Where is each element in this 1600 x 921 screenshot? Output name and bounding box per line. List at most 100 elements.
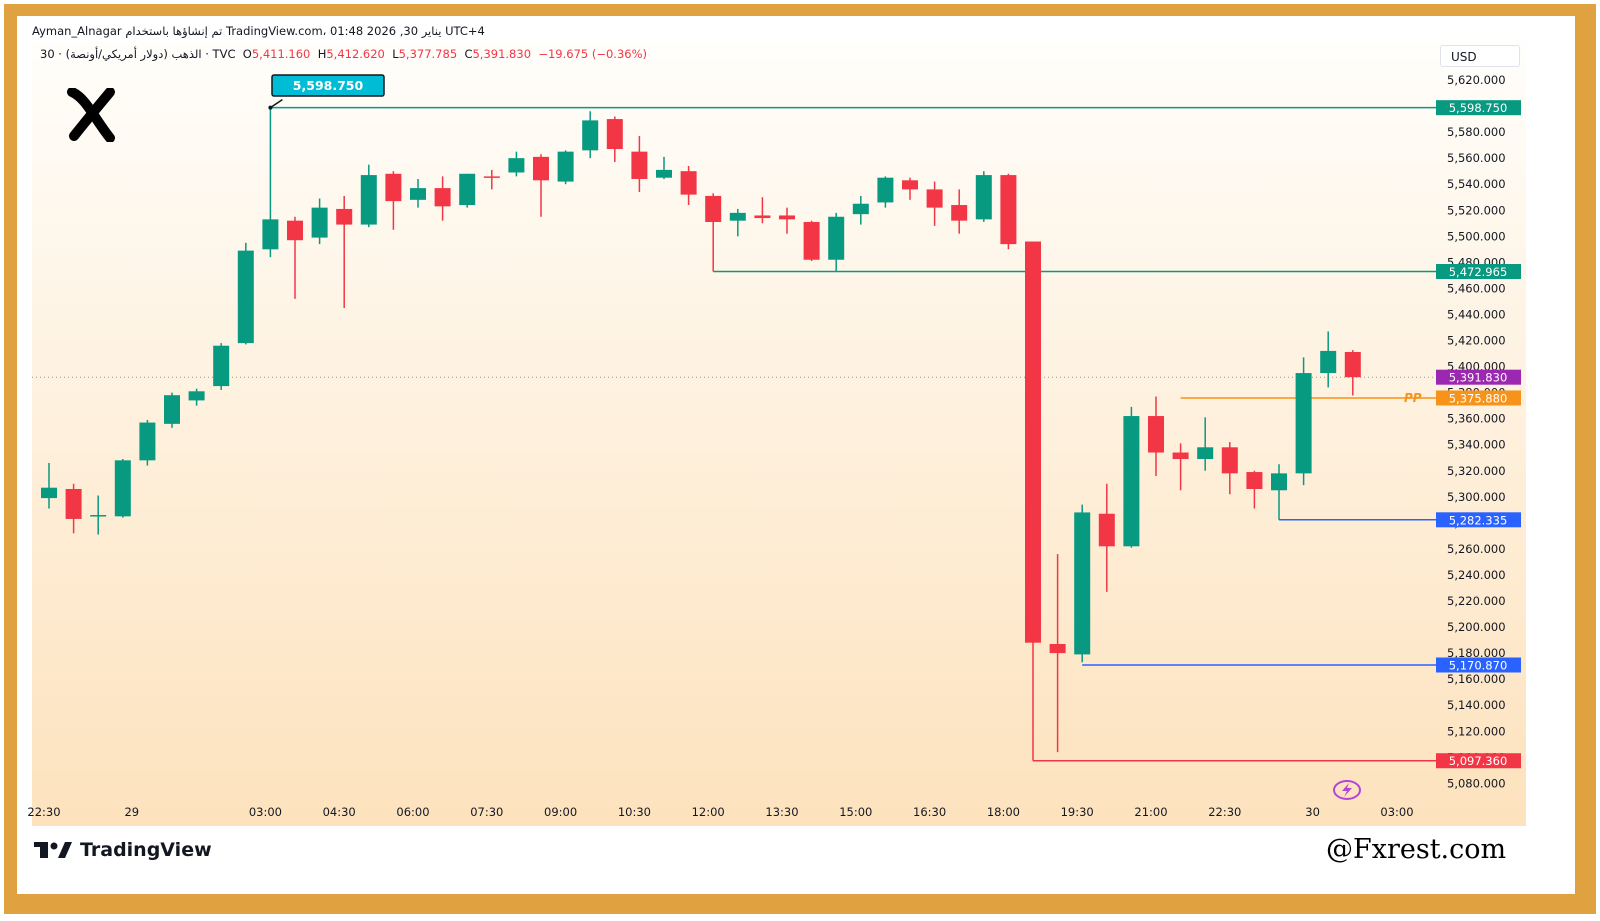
bull-candle[interactable] (557, 151, 574, 182)
bull-candle[interactable] (188, 391, 205, 401)
x-tick-label: 22:30 (27, 805, 60, 819)
bear-candle[interactable] (385, 173, 402, 202)
bear-candle[interactable] (1000, 175, 1017, 245)
x-tick-label: 03:00 (249, 805, 282, 819)
bull-candle[interactable] (1320, 350, 1337, 374)
data-source: TVC (212, 47, 236, 61)
bear-candle[interactable] (287, 220, 303, 241)
y-tick-label: 5,460.000 (1447, 281, 1506, 295)
y-tick-label: 5,120.000 (1447, 724, 1506, 738)
bear-candle[interactable] (1344, 352, 1361, 378)
axis-price-tag-label: 5,170.870 (1449, 658, 1508, 672)
bear-candle[interactable] (680, 171, 697, 195)
pp-tag: PP (1404, 391, 1422, 405)
bull-candle[interactable] (1123, 416, 1140, 547)
bull-candle[interactable] (1197, 447, 1214, 460)
axis-price-tag-label: 5,097.360 (1449, 754, 1508, 768)
y-tick-label: 5,340.000 (1447, 438, 1506, 452)
open-label: O (242, 47, 252, 61)
y-tick-label: 5,320.000 (1447, 464, 1506, 478)
x-tick-label: 30 (1305, 805, 1320, 819)
bull-candle[interactable] (164, 395, 180, 424)
y-tick-label: 5,140.000 (1447, 698, 1506, 712)
bear-candle[interactable] (754, 215, 771, 219)
bull-candle[interactable] (41, 487, 57, 499)
x-tick-label: 04:30 (323, 805, 356, 819)
axis-price-tag (1436, 264, 1521, 280)
x-tick-label: 03:00 (1380, 805, 1413, 819)
high-value: 5,412.620 (326, 47, 385, 61)
x-tick-label: 21:00 (1134, 805, 1167, 819)
bull-candle[interactable] (262, 219, 279, 250)
currency-selector[interactable]: USD (1440, 45, 1520, 67)
high-label: H (317, 47, 327, 61)
bear-candle[interactable] (65, 488, 82, 519)
bear-candle[interactable] (951, 205, 968, 221)
bull-candle[interactable] (877, 177, 894, 203)
y-tick-label: 5,620.000 (1447, 73, 1506, 87)
bear-candle[interactable] (1098, 513, 1115, 547)
y-tick-label: 5,580.000 (1447, 125, 1506, 139)
bear-candle[interactable] (1025, 241, 1041, 643)
bull-candle[interactable] (828, 216, 845, 260)
bull-candle[interactable] (139, 422, 156, 461)
bull-candle[interactable] (1271, 473, 1287, 491)
x-tick-label: 19:30 (1061, 805, 1094, 819)
bear-candle[interactable] (1221, 447, 1238, 474)
bull-candle[interactable] (213, 345, 230, 387)
bear-candle[interactable] (533, 156, 549, 181)
bear-candle[interactable] (779, 215, 795, 220)
close-label: C (464, 47, 473, 61)
bull-candle[interactable] (1074, 512, 1091, 655)
bull-candle[interactable] (1295, 373, 1312, 474)
author-name: Ayman_Alnagar (32, 24, 122, 38)
x-tick-label: 22:30 (1208, 805, 1241, 819)
bear-candle[interactable] (631, 151, 648, 179)
x-tick-label: 16:30 (913, 805, 946, 819)
y-tick-label: 5,080.000 (1447, 776, 1506, 790)
axis-price-tag-label: 5,472.965 (1449, 265, 1508, 279)
lightning-bolt-icon[interactable] (1332, 779, 1362, 801)
watermark: @Fxrest.com (1326, 834, 1507, 865)
bull-candle[interactable] (360, 175, 377, 225)
chart-header: Ayman_Alnagar تم إنشاؤها باستخدام Tradin… (32, 24, 485, 38)
bear-candle[interactable] (926, 189, 943, 208)
bull-candle[interactable] (975, 175, 992, 220)
bear-candle[interactable] (902, 180, 918, 190)
x-logo-icon (67, 88, 115, 142)
bear-candle[interactable] (705, 195, 722, 222)
bear-candle[interactable] (803, 221, 820, 260)
bull-candle[interactable] (114, 460, 131, 517)
interval: 30 (40, 47, 55, 61)
bear-candle[interactable] (1246, 472, 1263, 489)
symbol-description: الذهب (دولار أمريكي/أونصة) (65, 47, 202, 61)
bear-candle[interactable] (1049, 643, 1066, 654)
low-value: 5,377.785 (398, 47, 458, 61)
bear-candle[interactable] (1148, 416, 1164, 453)
bull-candle[interactable] (311, 207, 328, 238)
bull-candle[interactable] (237, 250, 254, 344)
bear-candle[interactable] (434, 188, 451, 207)
x-tick-label: 09:00 (544, 805, 577, 819)
bear-candle[interactable] (483, 176, 500, 178)
y-tick-label: 5,420.000 (1447, 334, 1506, 348)
y-tick-label: 5,360.000 (1447, 412, 1506, 426)
created-with-text: تم إنشاؤها باستخدام TradingView.com، 01:… (125, 24, 485, 38)
bear-candle[interactable] (606, 119, 623, 150)
bull-candle[interactable] (410, 188, 426, 200)
bear-candle[interactable] (1172, 452, 1189, 460)
bull-candle[interactable] (508, 158, 525, 173)
bull-candle[interactable] (459, 173, 476, 206)
x-tick-label: 06:00 (396, 805, 429, 819)
peak-callout-box (271, 74, 385, 97)
bull-candle[interactable] (90, 515, 107, 517)
bull-candle[interactable] (656, 169, 672, 178)
bear-candle[interactable] (336, 208, 353, 225)
peak-callout-label: 5,598.750 (293, 78, 364, 93)
x-tick-label: 18:00 (987, 805, 1020, 819)
bull-candle[interactable] (729, 212, 746, 221)
tradingview-logo-icon (34, 842, 72, 858)
bull-candle[interactable] (582, 120, 599, 151)
bull-candle[interactable] (852, 203, 869, 215)
